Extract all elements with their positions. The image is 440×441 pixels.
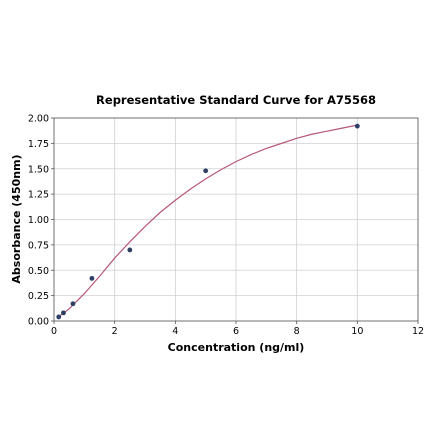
x-tick-label: 6 <box>233 326 239 337</box>
y-axis-label: Absorbance (450nm) <box>10 154 23 283</box>
data-point <box>61 310 66 316</box>
y-tick-label: 0.50 <box>28 266 49 277</box>
data-point <box>70 301 76 307</box>
x-tick-label: 4 <box>172 326 178 337</box>
x-tick-label: 2 <box>112 326 118 337</box>
data-points <box>56 123 360 320</box>
x-tick-label: 8 <box>294 326 300 337</box>
y-tick-label: 1.00 <box>28 215 49 226</box>
fit-curve-group <box>56 124 358 319</box>
y-tick-label: 1.25 <box>28 190 49 201</box>
y-tick-label: 1.75 <box>28 139 49 150</box>
data-point <box>56 314 62 320</box>
data-point <box>203 168 209 174</box>
fit-curve <box>56 124 358 319</box>
grid <box>53 117 419 322</box>
axis-ticks: 0 2 4 6 8 10 12 0.00 0.25 0.50 0.75 1.00 1.25 1.50 1.7… <box>28 114 424 338</box>
chart-title: Representative Standard Curve for A75568 <box>96 93 376 107</box>
x-axis-label: Concentration (ng/ml) <box>168 341 305 354</box>
y-tick-label: 1.50 <box>28 164 49 175</box>
x-tick-label: 10 <box>351 326 363 337</box>
data-point <box>354 123 360 129</box>
y-tick-label: 0.75 <box>28 240 49 251</box>
x-tick-label: 12 <box>412 326 424 337</box>
data-point <box>127 247 133 253</box>
x-tick-label: 0 <box>51 326 57 337</box>
y-tick-label: 0.25 <box>28 291 49 302</box>
y-tick-label: 0.00 <box>28 317 49 328</box>
y-tick-label: 2.00 <box>28 114 49 125</box>
data-point <box>89 275 95 281</box>
